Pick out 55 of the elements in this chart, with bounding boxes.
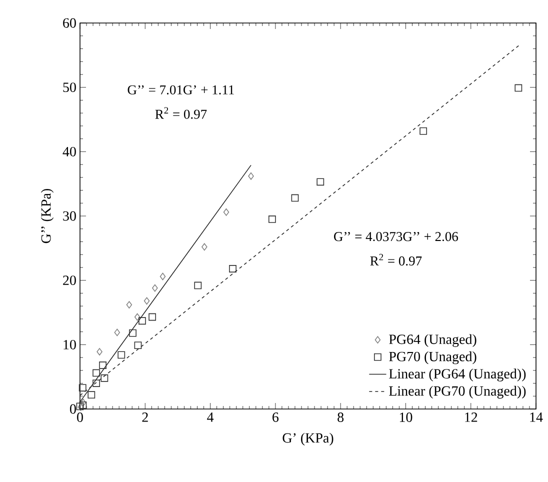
point [96,348,102,356]
point [100,374,108,382]
point [152,284,158,292]
x-tick-label: 4 [207,412,214,422]
legend-label: PG64 (Unaged) [389,334,476,347]
point [88,391,96,399]
point [99,362,106,369]
point [160,272,166,280]
annotation: G’’ = 7.01G’ + 1.11 [128,85,234,94]
point [138,317,146,325]
point [194,282,202,290]
point [118,351,126,359]
point [420,127,428,135]
point [92,380,100,387]
annotation: R$^{2}$ = 0.97 [370,254,422,266]
y-axis-title: G’’ (KPa) [40,188,54,244]
point [291,194,299,202]
point [223,208,230,216]
x-tick-label: 2 [142,412,148,422]
point [79,401,87,409]
y-tick-label: 30 [63,211,76,221]
x-tick-label: 14 [530,412,543,422]
annotation: R$^{2}$ = 0.97 [155,107,207,119]
legend-label: PG70 (Unaged) [389,351,476,364]
x-tick-label: 10 [400,412,412,422]
point [114,328,120,336]
y-tick-label: 40 [62,146,76,156]
point [126,301,132,308]
x-axis-title: G’ (KPa) [282,432,334,446]
point [129,329,136,337]
y-tick-label: 50 [63,82,76,92]
point [248,172,254,180]
legend-label: Linear (PG70 (Unaged)) [389,386,526,399]
point [92,369,100,377]
point [316,178,324,186]
point [268,216,276,223]
annotation: G’’ = 4.0373G’’ + 2.06 [334,232,458,242]
x-tick-label: 8 [338,412,344,422]
x-tick-label: 12 [465,412,478,422]
y-tick-label: 10 [64,340,76,350]
point [78,384,86,392]
y-tick-label: 60 [63,18,76,28]
x-tick-label: 0 [77,412,83,422]
x-tick-label: 6 [272,412,279,422]
y-tick-label: 20 [63,276,76,286]
point [202,243,208,251]
point [144,297,150,305]
point [229,265,236,272]
legend-label: Linear (PG64 (Unaged)) [389,368,526,382]
point [148,313,156,321]
point [134,342,142,350]
point [514,84,522,92]
y-tick-label: 0 [70,404,76,414]
point [80,398,86,406]
point [134,313,140,321]
